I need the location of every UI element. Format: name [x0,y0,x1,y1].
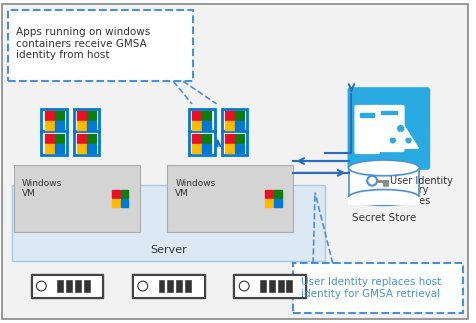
Circle shape [396,125,404,132]
Bar [348,168,418,197]
Bar [45,121,53,130]
Ellipse shape [348,160,418,176]
Bar [380,111,396,114]
Circle shape [389,137,395,143]
Bar [176,280,182,292]
Bar [192,134,201,143]
Bar [167,280,173,292]
Bar [293,263,462,313]
Text: Windows
VM: Windows VM [175,179,215,198]
Bar [188,131,214,155]
Bar [57,280,63,292]
Bar [77,121,86,130]
Bar [120,199,128,207]
Bar [265,190,273,198]
Bar [55,144,63,153]
Bar [277,280,283,292]
FancyBboxPatch shape [347,87,429,170]
Bar [120,190,128,198]
Bar [45,134,53,143]
Bar [66,280,72,292]
Bar [234,121,243,130]
Bar [188,109,214,132]
Bar [225,121,233,130]
Bar [192,111,201,120]
Bar [87,144,96,153]
Bar [225,144,233,153]
Bar [31,275,102,297]
Ellipse shape [348,190,418,205]
Circle shape [397,126,403,131]
Bar [12,185,324,261]
Bar [111,190,119,198]
Bar [202,134,211,143]
Bar [274,190,281,198]
Text: User Identity: User Identity [389,176,452,186]
Bar [30,274,103,298]
Bar [234,111,243,120]
Text: Server: Server [149,245,186,255]
Bar [132,274,204,298]
FancyBboxPatch shape [372,105,404,152]
Bar [167,165,293,232]
Bar [359,113,373,117]
Bar [225,111,233,120]
Bar [202,111,211,120]
Circle shape [405,137,411,143]
Bar [259,280,265,292]
Bar [45,144,53,153]
Bar [74,109,99,132]
Bar [234,275,305,297]
Bar [233,274,306,298]
Text: Windows
VM: Windows VM [21,179,62,198]
Bar [14,165,139,232]
Bar [268,280,274,292]
Bar [274,199,281,207]
Bar [55,121,63,130]
Bar [45,111,53,120]
Bar [192,121,201,130]
Bar [185,280,190,292]
Bar [158,280,164,292]
Bar [221,131,247,155]
Polygon shape [382,121,417,148]
Bar [8,10,193,81]
Bar [192,144,201,153]
Bar [286,280,292,292]
Bar [55,134,63,143]
Bar [225,134,233,143]
Bar [265,199,273,207]
Text: User Identity replaces host
identity for GMSA retrieval: User Identity replaces host identity for… [301,277,441,299]
Text: Active Directory
Domain Services: Active Directory Domain Services [347,185,429,206]
Bar [359,113,373,117]
Bar [74,131,99,155]
Bar [87,121,96,130]
Bar [133,275,203,297]
Bar [41,109,67,132]
Bar [234,134,243,143]
Bar [202,121,211,130]
Bar [87,111,96,120]
Bar [234,144,243,153]
Bar [77,111,86,120]
Bar [77,144,86,153]
Bar [75,280,80,292]
Bar [77,134,86,143]
Bar [55,111,63,120]
Bar [347,197,419,205]
Bar [41,131,67,155]
Bar [221,109,247,132]
Bar [87,134,96,143]
Circle shape [389,138,395,143]
Text: Apps running on windows
containers receive GMSA
identity from host: Apps running on windows containers recei… [16,27,149,60]
Bar [111,199,119,207]
Text: Secret Store: Secret Store [351,213,415,223]
Bar [83,280,89,292]
Bar [202,144,211,153]
FancyBboxPatch shape [354,105,379,154]
Text: contoso.com: contoso.com [357,163,419,173]
Circle shape [405,138,410,143]
Bar [380,111,396,114]
